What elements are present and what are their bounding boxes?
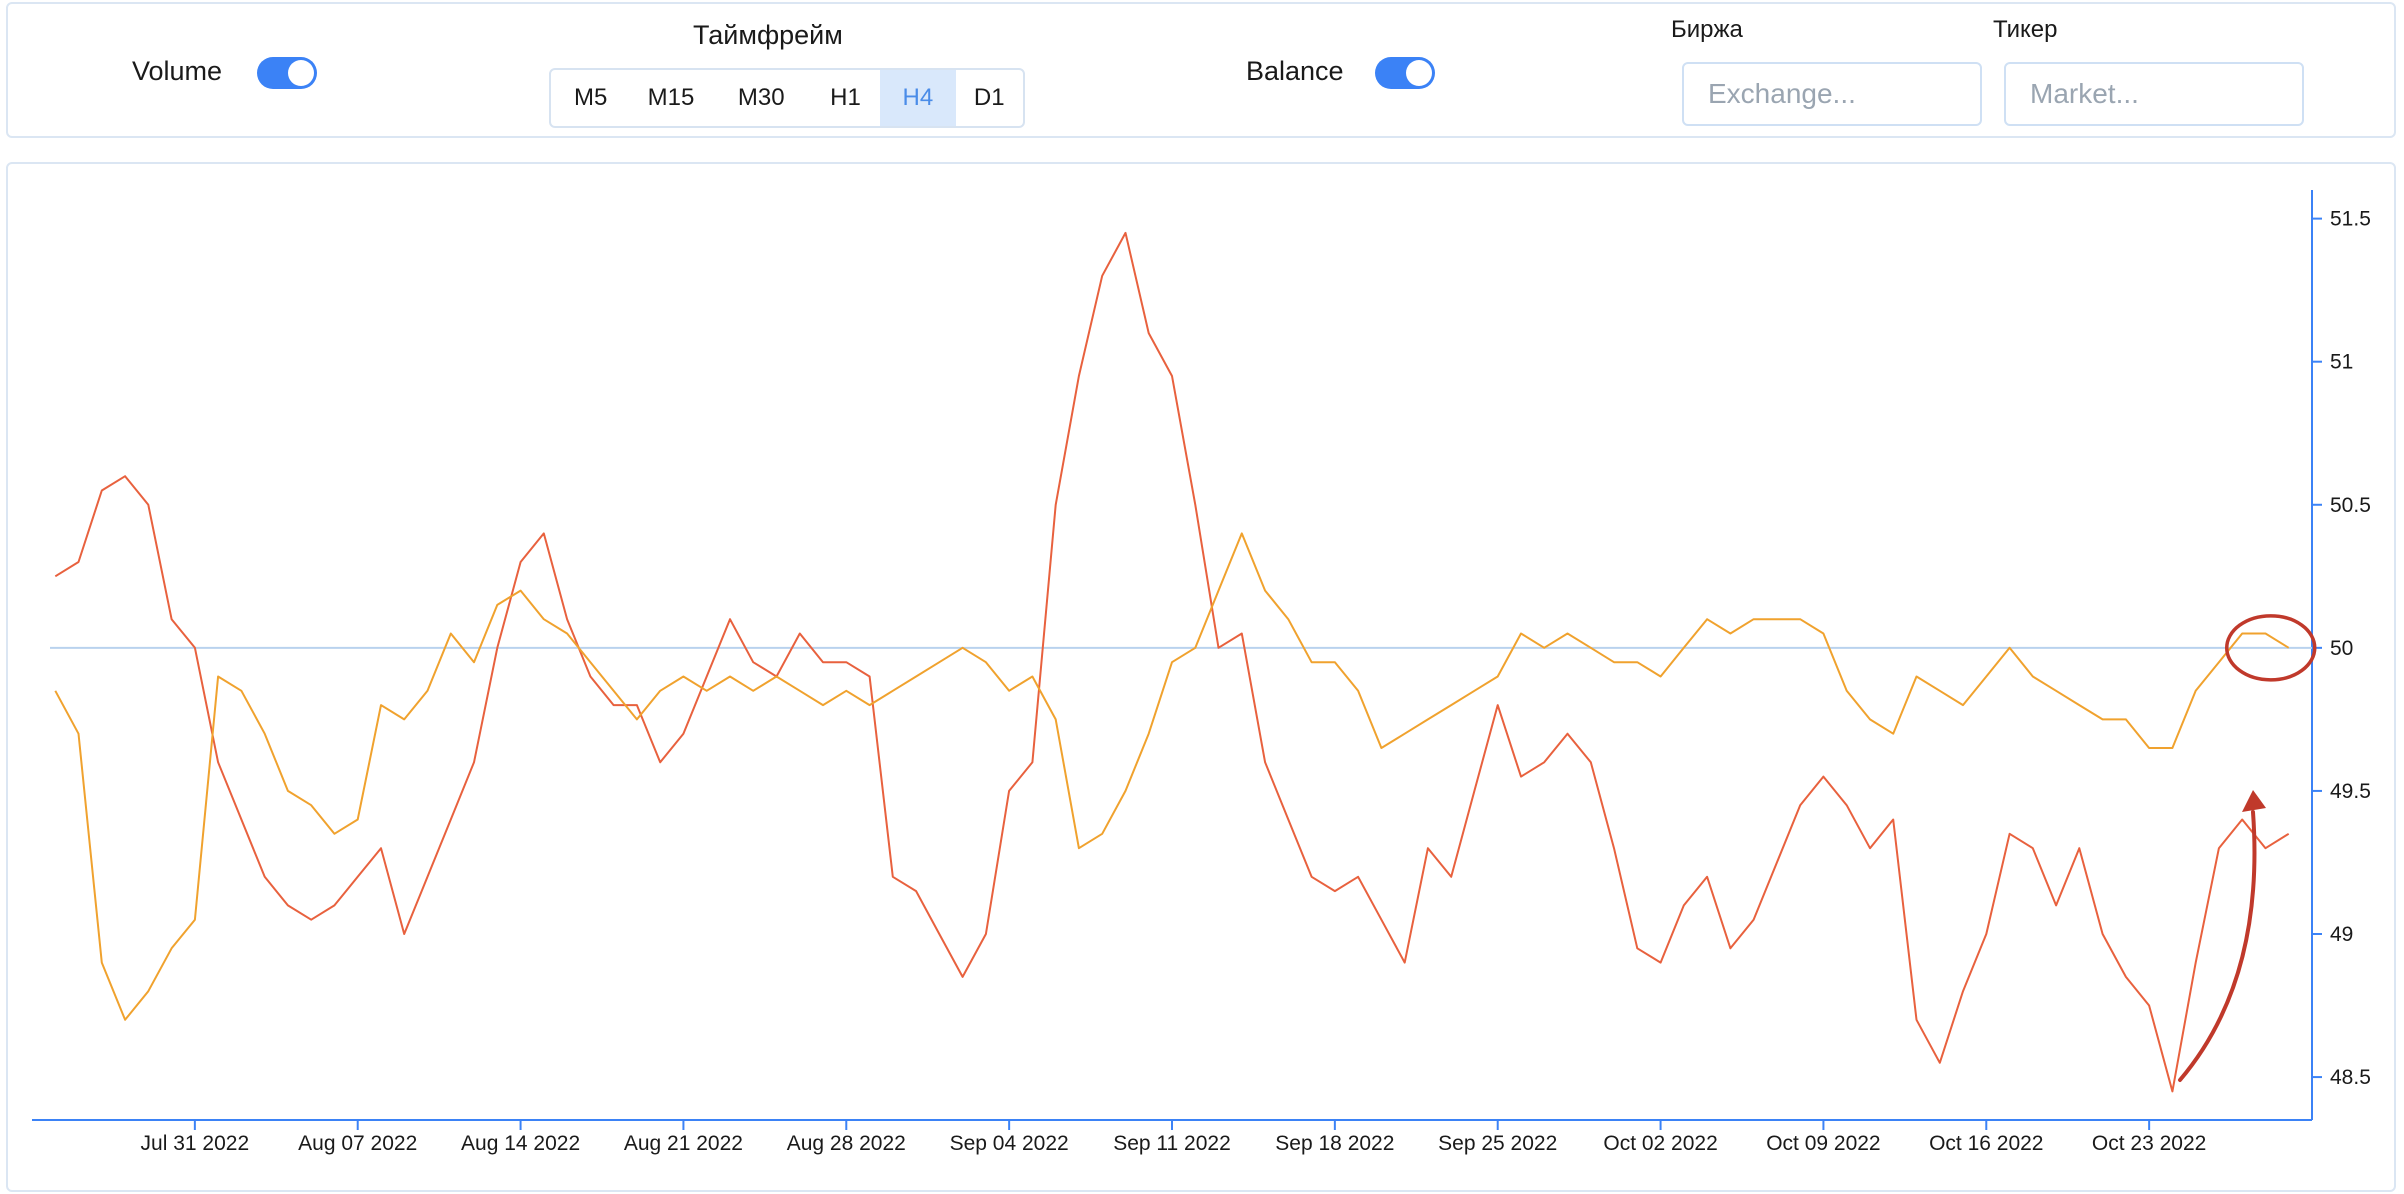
y-tick-label: 50 [2330,637,2353,660]
chart-panel [6,162,2396,1192]
exchange-input[interactable] [1682,62,1982,126]
timeframe-button-h1[interactable]: H1 [830,84,861,111]
ticker-input[interactable] [2004,62,2304,126]
y-tick-label: 49 [2330,923,2353,946]
x-tick-label: Aug 28 2022 [787,1132,906,1155]
ticker-label: Тикер [1993,16,2058,43]
y-tick-label: 49.5 [2330,780,2371,803]
volume-label: Volume [132,56,223,86]
x-tick-label: Oct 23 2022 [2092,1132,2206,1155]
volume-toggle[interactable] [257,57,317,89]
x-tick-label: Aug 21 2022 [624,1132,743,1155]
balance-label: Balance [1246,56,1344,86]
timeframe-button-m15[interactable]: M15 [647,84,695,111]
x-tick-label: Aug 14 2022 [461,1132,580,1155]
x-tick-label: Oct 09 2022 [1766,1132,1880,1155]
timeframe-button-d1[interactable]: D1 [973,84,1005,111]
timeframe-button-m5[interactable]: M5 [573,84,608,111]
balance-toggle[interactable] [1375,57,1435,89]
y-tick-label: 50.5 [2330,494,2371,517]
y-tick-label: 51 [2330,351,2353,374]
annotation-arrow [2178,810,2257,1082]
y-tick-label: 48.5 [2330,1066,2371,1089]
annotation-circle [2224,614,2317,682]
x-tick-label: Sep 11 2022 [1113,1132,1231,1155]
x-tick-label: Oct 16 2022 [1929,1132,2043,1155]
y-tick-label: 51.5 [2330,208,2371,231]
series-line-orange [54,532,2290,1021]
x-tick-label: Aug 07 2022 [298,1132,417,1155]
toolbar: Volume Таймфрейм M5 M15 M30 H1 H4 D1 Bal… [6,2,2396,138]
exchange-label: Биржа [1671,16,1743,43]
timeframe-button-h4[interactable]: H4 [880,70,956,126]
x-tick-label: Sep 18 2022 [1275,1132,1394,1155]
timeframe-button-m30[interactable]: M30 [737,84,785,111]
timeframe-selector: M5 M15 M30 H1 H4 D1 [549,68,1025,128]
timeframe-title: Таймфрейм [693,20,843,50]
annotation-arrowhead [2242,790,2266,812]
toggle-knob [288,60,314,86]
x-tick-label: Jul 31 2022 [141,1132,250,1155]
x-tick-label: Sep 04 2022 [950,1132,1069,1155]
x-tick-label: Sep 25 2022 [1438,1132,1557,1155]
series-line-red [54,231,2290,1093]
toggle-knob [1406,60,1432,86]
x-tick-label: Oct 02 2022 [1603,1132,1717,1155]
